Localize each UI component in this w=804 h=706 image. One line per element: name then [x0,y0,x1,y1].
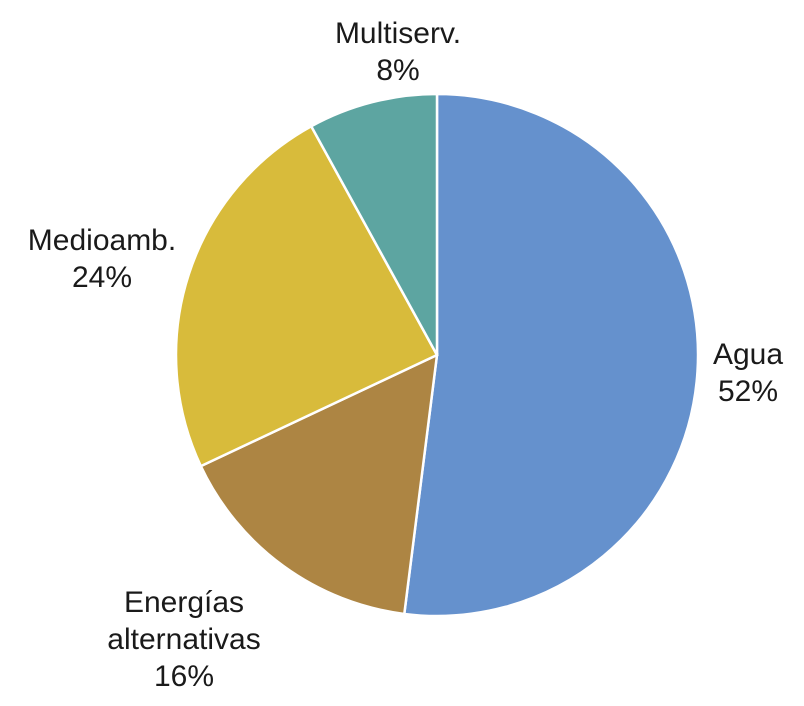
pie-label-medioamb-: Medioamb. 24% [28,222,176,296]
pie-slice-agua [402,92,700,618]
pie-label-value: 16% [153,660,215,693]
pie-label-value: 52% [717,375,779,408]
pie-label-category: Medioamb. [27,224,177,257]
pie-slice-energ-as-alternativas [199,352,439,616]
pie-label-category: Multiserv. [334,17,462,50]
pie-slice-multiserv- [309,92,439,356]
pie-label-energ-as-alternativas: Energías alternativas 16% [107,584,260,695]
pie-label-agua: Agua 52% [713,336,783,410]
pie-label-category: Energías [123,586,245,619]
pie-label-multiserv-: Multiserv. 8% [335,15,461,89]
pie-slice-medioamb- [174,124,439,468]
pie-label-category: Agua [712,338,784,371]
pie-label-category: alternativas [107,623,261,656]
pie-label-value: 24% [71,261,133,294]
pie-label-value: 8% [376,54,420,87]
